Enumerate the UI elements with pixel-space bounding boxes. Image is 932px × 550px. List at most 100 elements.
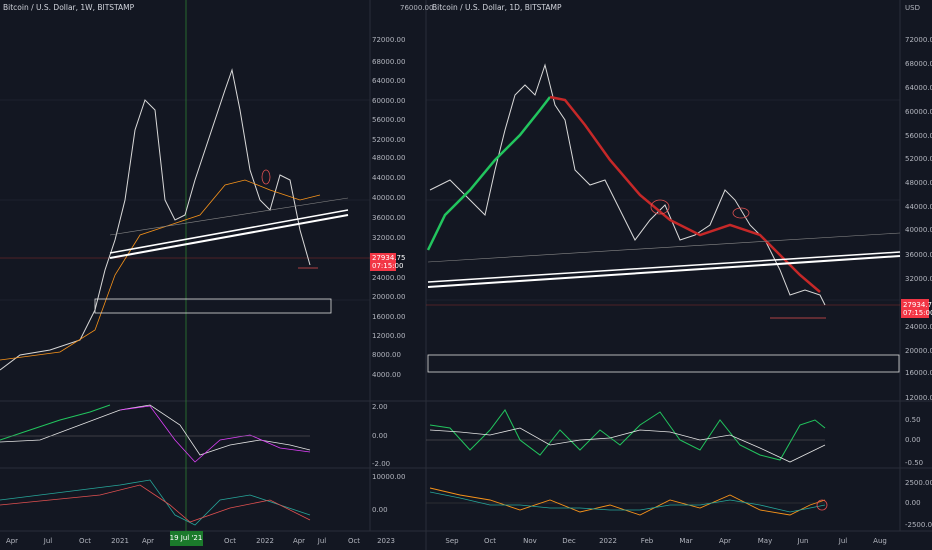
- price-axis-label: 52000.00: [905, 155, 932, 163]
- indicator-axis-label: 0.00: [905, 436, 921, 444]
- time-axis-label: Dec: [562, 537, 576, 545]
- time-axis-label: 2022: [599, 537, 617, 545]
- indicator-axis-label: 10000.00: [372, 473, 405, 481]
- indicator-axis-label: 0.00: [372, 432, 388, 440]
- price-axis-label: 8000.00: [372, 351, 401, 359]
- trendline: [109, 197, 349, 236]
- time-axis-label: Sep: [445, 537, 459, 545]
- last-price-box: [901, 299, 929, 318]
- time-axis-label: Jul: [838, 537, 848, 545]
- last-price: 27934.75: [372, 254, 405, 262]
- indicator-line: [429, 491, 826, 513]
- time-axis-label: Jun: [797, 537, 809, 545]
- price-axis-label: 68000.00: [905, 60, 932, 68]
- highlight: [261, 169, 271, 185]
- time-axis-label: Apr: [6, 537, 18, 545]
- price-axis-label: 60000.00: [372, 97, 405, 105]
- time-axis-label: Nov: [523, 537, 537, 545]
- time-axis-label: Oct: [348, 537, 360, 545]
- texts: Bitcoin / U.S. Dollar, 1W, BITSTAMP 76000…: [3, 3, 932, 545]
- grid: [0, 99, 900, 301]
- price-axis-label: 16000.00: [905, 369, 932, 377]
- trendline: [427, 255, 901, 288]
- price-axis-label: 64000.00: [905, 84, 932, 92]
- time-axis-label: Jul: [43, 537, 53, 545]
- price-axis-label: 44000.00: [372, 174, 405, 182]
- price-axis-label: 20000.00: [905, 347, 932, 355]
- zone-box: [427, 354, 900, 373]
- price-axis-label: 4000.00: [372, 371, 401, 379]
- indicator-line: [429, 409, 826, 461]
- price-axis-label: 24000.00: [372, 274, 405, 282]
- time-axis-label: Apr: [719, 537, 731, 545]
- price-axis-label: 16000.00: [372, 313, 405, 321]
- price-axis-label: 24000.00: [905, 323, 932, 331]
- price-axis-label: 40000.00: [372, 194, 405, 202]
- last-price: 27934.75: [903, 301, 932, 309]
- time-axis-label: 2021: [111, 537, 129, 545]
- highlight: [816, 499, 828, 511]
- indicator-axis-label: 0.00: [372, 506, 388, 514]
- price-axis-label: 12000.00: [372, 332, 405, 340]
- indicator-line: [0, 484, 311, 523]
- price-axis-label: 72000.00: [905, 36, 932, 44]
- time-axis-label: 2023: [377, 537, 395, 545]
- time-axis-label: Oct: [79, 537, 91, 545]
- price-axis-label: 64000.00: [372, 77, 405, 85]
- trendline: [427, 251, 901, 283]
- countdown: 07:15:00: [903, 309, 932, 317]
- last-price-box: [370, 253, 396, 271]
- indicator-axis-label: 0.00: [905, 499, 921, 507]
- price-axis-label: 48000.00: [905, 179, 932, 187]
- time-axis-label: May: [758, 537, 772, 545]
- price-line: [0, 68, 311, 371]
- countdown: 07:15:00: [372, 262, 403, 270]
- indicator-axis-label: -0.50: [905, 459, 923, 467]
- moving-average-down: [549, 95, 821, 293]
- price-axis-label: 12000.00: [905, 394, 932, 402]
- price-axis-label: 44000.00: [905, 203, 932, 211]
- moving-average: [0, 179, 321, 361]
- price-axis-label: 40000.00: [905, 226, 932, 234]
- time-axis-label: Oct: [484, 537, 496, 545]
- time-axis-label: Mar: [679, 537, 692, 545]
- indicator-axis-label: -2.00: [372, 460, 390, 468]
- time-axis-label: 2022: [256, 537, 274, 545]
- time-axis-label: Feb: [641, 537, 654, 545]
- time-axis-label: Apr: [142, 537, 154, 545]
- price-axis-label: 20000.00: [372, 293, 405, 301]
- time-axis-label: Jul: [317, 537, 327, 545]
- indicator-axis-label: -2500.00: [905, 521, 932, 529]
- trendline: [109, 214, 349, 259]
- cursor-date: 19 Jul '21: [170, 534, 203, 542]
- indicator-axis-label: 2500.00: [905, 479, 932, 487]
- highlight: [732, 207, 750, 219]
- price-axis-label: 52000.00: [372, 136, 405, 144]
- chart-title: Bitcoin / U.S. Dollar, 1W, BITSTAMP: [3, 3, 135, 12]
- moving-average-up: [426, 96, 551, 251]
- price-axis-label: 32000.00: [372, 234, 405, 242]
- price-axis-label: 56000.00: [905, 132, 932, 140]
- indicator-axis-label: 0.50: [905, 416, 921, 424]
- indicator-line: [0, 404, 311, 456]
- time-axis-label: Oct: [224, 537, 236, 545]
- time-axis-label: Apr: [293, 537, 305, 545]
- price-axis-label: 32000.00: [905, 275, 932, 283]
- indicator-line: [0, 404, 111, 441]
- indicator-line: [429, 487, 826, 516]
- cursor-date-box: [170, 531, 203, 546]
- indicator-axis-label: 2.00: [372, 403, 388, 411]
- price-axis-label: 36000.00: [372, 214, 405, 222]
- trendline: [427, 232, 901, 263]
- price-axis-label: 72000.00: [372, 36, 405, 44]
- indicator-line: [119, 405, 311, 463]
- indicator-line: [429, 427, 826, 463]
- highlight: [650, 199, 670, 215]
- price-axis-label: 36000.00: [905, 251, 932, 259]
- trendline: [109, 209, 349, 254]
- price-axis-label: 68000.00: [372, 58, 405, 66]
